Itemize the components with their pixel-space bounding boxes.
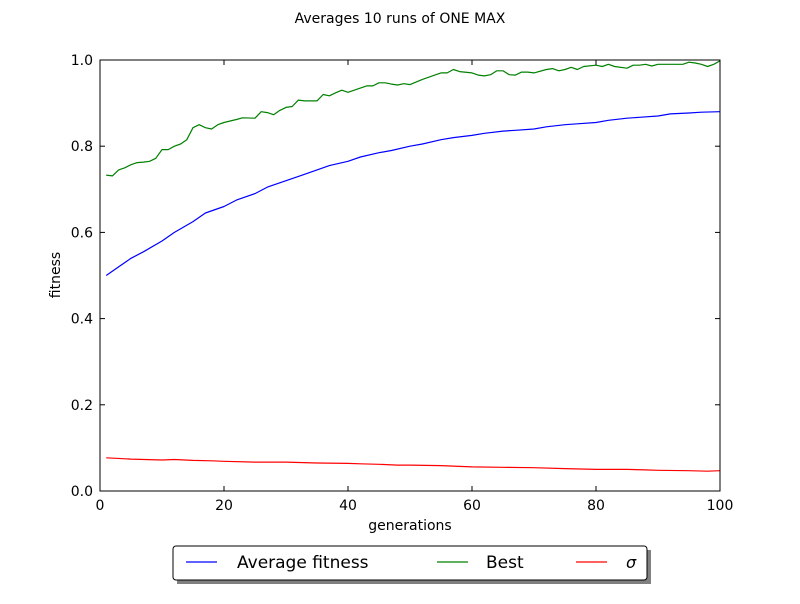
y-tick-label: 1.0 <box>71 53 93 69</box>
y-tick-label: 0.4 <box>71 312 93 328</box>
x-tick-label: 100 <box>707 498 734 514</box>
legend-label-average-fitness: Average fitness <box>237 553 369 573</box>
x-tick-label: 40 <box>339 498 357 514</box>
chart-title: Averages 10 runs of ONE MAX <box>295 11 506 27</box>
x-axis-label: generations <box>368 518 451 534</box>
y-tick-label: 0.0 <box>71 484 93 500</box>
y-tick-label: 0.6 <box>71 225 93 241</box>
plot-frame <box>99 59 721 492</box>
x-tick-label: 80 <box>587 498 605 514</box>
x-tick-label: 20 <box>215 498 233 514</box>
series-line-0 <box>105 111 721 276</box>
y-tick-label: 0.2 <box>71 398 93 414</box>
series-line-2 <box>106 457 721 472</box>
series-line-1 <box>106 60 721 177</box>
x-tick-label: 0 <box>96 498 105 514</box>
legend-box <box>172 545 648 581</box>
legend: Average fitness Best σ <box>172 545 651 584</box>
y-axis-label: fitness <box>48 252 64 298</box>
legend-label-sigma: σ <box>626 553 637 572</box>
x-tick-label: 60 <box>463 498 481 514</box>
y-tick-label: 0.8 <box>71 139 93 155</box>
axis-ticks: 0 20 40 60 80 100 0.0 0.2 0.4 0.6 0.8 1.0 <box>71 53 734 514</box>
legend-label-best: Best <box>486 553 524 573</box>
plot-area <box>105 60 721 472</box>
